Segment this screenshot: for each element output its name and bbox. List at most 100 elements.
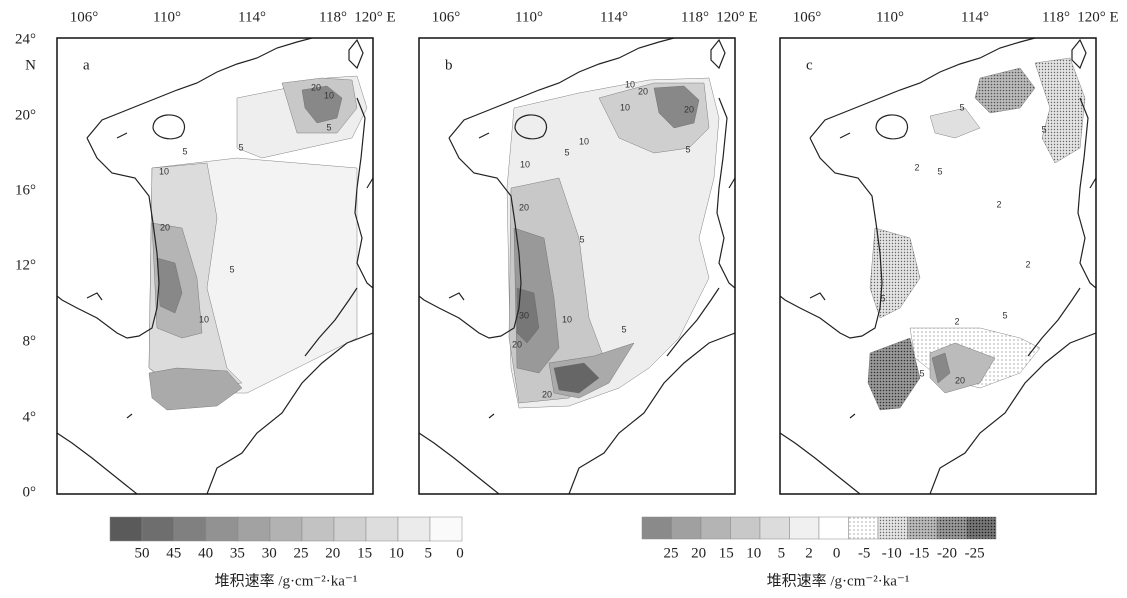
lon-label: 118°	[681, 9, 709, 25]
legend-swatch	[877, 516, 908, 540]
panel-label: a	[83, 57, 90, 73]
legend-swatch	[907, 516, 938, 540]
rate-shading	[653, 85, 700, 129]
contour-label: 2	[1025, 259, 1030, 269]
map-area	[419, 38, 735, 494]
lon-label: 110°	[515, 9, 543, 25]
rate-shading	[929, 342, 996, 394]
panel-label: b	[445, 57, 453, 73]
legend-label: 5	[778, 545, 786, 561]
lon-label: 106°	[793, 9, 822, 25]
legend-label: 40	[198, 545, 213, 561]
legend-label: 25	[664, 545, 679, 561]
contour-label: 5	[326, 122, 331, 132]
contour-label: 20	[512, 339, 522, 349]
sea-background	[780, 38, 1096, 494]
legend-swatch	[789, 516, 820, 540]
map-frame	[56, 37, 374, 495]
legend-title: 堆积速率 /g·cm⁻²·ka⁻¹	[215, 572, 358, 589]
legend-label: -15	[909, 545, 929, 561]
lon-label: 118°	[1042, 9, 1070, 25]
contour-label: 10	[579, 136, 589, 146]
contour-label: 5	[919, 368, 924, 378]
legend-label: 15	[719, 545, 734, 561]
legend-swatch	[671, 516, 702, 540]
legend-swatch	[109, 516, 143, 542]
rate-shading	[553, 362, 600, 394]
contour-label: 5	[238, 142, 243, 152]
legend-label: 30	[262, 545, 277, 561]
lat-label: 8°	[23, 333, 37, 349]
rate-shading	[869, 227, 921, 319]
lon-label: 120° E	[1077, 9, 1118, 25]
lat-label: 4°	[23, 409, 37, 425]
legend-label: 5	[424, 545, 432, 561]
legend-swatch	[641, 516, 672, 540]
contour-label: 10	[199, 314, 209, 324]
contour-label: 5	[959, 102, 964, 112]
contour-label: 5	[937, 166, 942, 176]
legend-label: -25	[965, 545, 985, 561]
legend-title: 堆积速率 /g·cm⁻²·ka⁻¹	[767, 572, 910, 589]
contour-label: 10	[520, 159, 530, 169]
contour-label: 5	[579, 234, 584, 244]
legend-label: -10	[882, 545, 902, 561]
map-area	[57, 38, 373, 494]
rate-shading	[931, 352, 951, 384]
lon-label: 106°	[70, 9, 99, 25]
legend-label: 10	[389, 545, 404, 561]
contour-label: 10	[625, 79, 635, 89]
contour-label: 20	[684, 104, 694, 114]
legend-label: 25	[294, 545, 309, 561]
rate-shading	[516, 287, 540, 344]
contour-label: 20	[638, 86, 648, 96]
legend-swatch	[818, 516, 849, 540]
legend-label: 20	[691, 545, 706, 561]
lat-label: 24°	[15, 31, 36, 47]
rate-shading	[1034, 57, 1086, 164]
contour-label: 10	[620, 102, 630, 112]
contour-label: 10	[324, 90, 334, 100]
legend-label: -20	[937, 545, 957, 561]
rate-shading	[929, 107, 981, 139]
legend-swatch	[759, 516, 790, 540]
lon-label: 114°	[600, 9, 628, 25]
contour-label: 20	[955, 375, 965, 385]
map-area	[780, 38, 1096, 494]
lat-label: 12°	[15, 257, 36, 273]
contour-label: 5	[685, 144, 690, 154]
lat-label: 20°	[15, 107, 36, 123]
rate-shading	[867, 337, 921, 411]
contour-label: 10	[159, 166, 169, 176]
contour-label: 2	[996, 199, 1001, 209]
lon-label: 118°	[319, 9, 347, 25]
lon-label: 114°	[238, 9, 266, 25]
legend-label: 15	[357, 545, 372, 561]
legend-swatch	[141, 516, 175, 542]
lat-label: 16°	[15, 182, 36, 198]
rate-shading	[974, 67, 1036, 114]
map-frame	[779, 37, 1097, 495]
contour-label: 10	[562, 314, 572, 324]
contour-label: 5	[880, 293, 885, 303]
legend-swatch	[301, 516, 335, 542]
contour-label: 5	[621, 324, 626, 334]
legend-swatch	[429, 516, 463, 542]
legend-label: 2	[805, 545, 813, 561]
lon-label: 114°	[961, 9, 989, 25]
contour-label: 30	[519, 310, 529, 320]
legend-label: 20	[325, 545, 340, 561]
map-frame	[418, 37, 736, 495]
legend-swatch	[365, 516, 399, 542]
legend-swatch	[936, 516, 967, 540]
contour-label: 5	[1002, 310, 1007, 320]
rate-shading	[156, 257, 183, 314]
legend-swatch	[333, 516, 367, 542]
contour-label: 5	[229, 264, 234, 274]
contour-label: 2	[954, 316, 959, 326]
contour-label: 20	[160, 222, 170, 232]
lon-label: 110°	[153, 9, 181, 25]
legend-label: -5	[858, 545, 871, 561]
